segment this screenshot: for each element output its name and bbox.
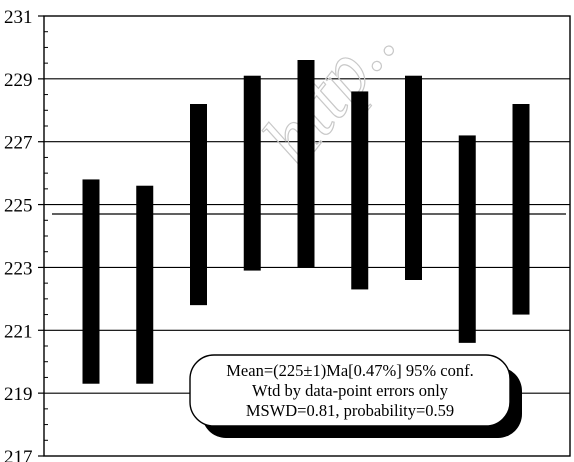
stats-box-panel (189, 354, 511, 427)
error-bar (243, 75, 261, 271)
error-bar (136, 185, 154, 384)
stats-box: Mean=(225±1)Ma[0.47%] 95% conf. Wtd by d… (189, 354, 522, 438)
y-tick-label: 225 (4, 196, 33, 217)
watermark-text: http.. (245, 1, 412, 181)
y-tick-label: 221 (4, 321, 33, 342)
error-bar (351, 91, 369, 290)
y-tick-label: 223 (4, 258, 33, 279)
error-bar (297, 60, 315, 268)
error-bar (512, 104, 530, 315)
error-bar (190, 104, 207, 306)
error-bar (82, 179, 100, 384)
y-tick-label: 231 (4, 7, 33, 28)
bars (82, 60, 530, 384)
error-bar (405, 75, 422, 280)
y-axis: 217 219 221 223 225 227 229 231 (4, 7, 48, 462)
stats-line-mean: Mean=(225±1)Ma[0.47%] 95% conf. (226, 361, 473, 380)
y-tick-label: 227 (4, 133, 33, 154)
watermark: http.. (244, 0, 412, 181)
stats-line-mswd: MSWD=0.81, probability=0.59 (246, 401, 454, 420)
y-tick-label: 229 (4, 70, 33, 91)
error-bar (458, 135, 476, 343)
y-tick-label: 219 (4, 384, 33, 405)
stats-line-weighting: Wtd by data-point errors only (252, 381, 449, 400)
y-tick-label: 217 (4, 447, 33, 462)
